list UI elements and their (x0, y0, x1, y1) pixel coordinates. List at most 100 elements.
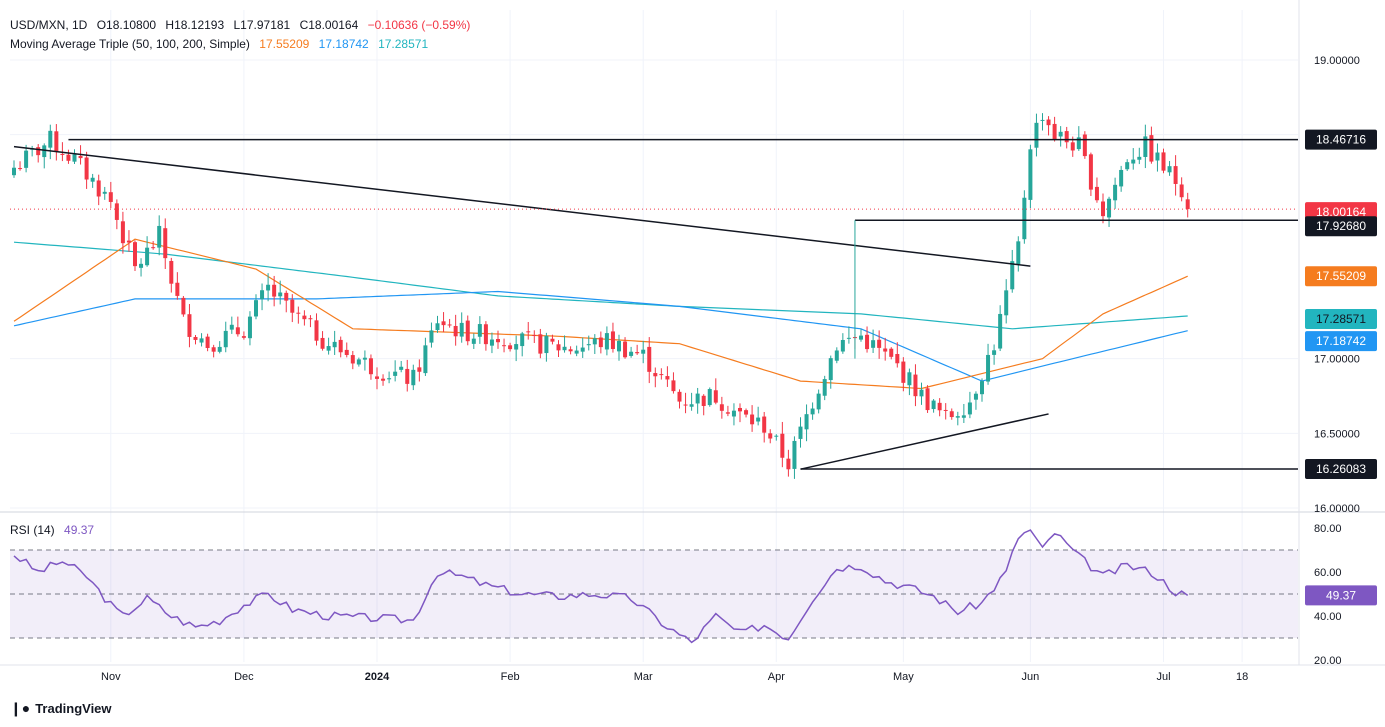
candle-body (786, 458, 791, 470)
candle (344, 342, 349, 358)
candle (568, 346, 573, 355)
candle-body (1034, 122, 1039, 148)
candle (780, 421, 785, 468)
candle-body (175, 282, 180, 296)
candle (713, 378, 718, 405)
candle-body (840, 339, 845, 352)
candle (120, 211, 125, 254)
candle-body (738, 407, 742, 412)
candle (913, 364, 918, 407)
candle (526, 321, 531, 340)
candle (447, 318, 452, 328)
candle-body (24, 150, 29, 168)
candle-body (133, 242, 137, 267)
candle (496, 330, 500, 349)
candle (889, 347, 894, 360)
candle (677, 389, 682, 409)
candle (1131, 148, 1136, 170)
candle (417, 359, 422, 382)
candle-body (671, 380, 676, 392)
candle-body (610, 331, 615, 349)
candle (883, 337, 888, 361)
candle (1082, 131, 1087, 159)
candle-body (647, 346, 652, 372)
candle-body (477, 324, 482, 337)
rsi-label[interactable]: RSI (14) (10, 523, 55, 537)
candle-body (792, 440, 797, 469)
candle-body (725, 412, 730, 414)
candle (429, 322, 434, 348)
candle-body (980, 381, 984, 395)
high-value: H18.12193 (165, 18, 225, 32)
candle (514, 335, 519, 362)
candle-body (731, 410, 736, 417)
candle-body (163, 228, 168, 259)
candle (1028, 144, 1033, 209)
candle (586, 335, 591, 351)
candle-body (713, 390, 718, 403)
ma-label[interactable]: Moving Average Triple (50, 100, 200, Sim… (10, 37, 250, 51)
level-tag-text: 18.46716 (1316, 133, 1366, 147)
candle (532, 330, 537, 344)
candle (96, 174, 101, 206)
candle-body (1185, 199, 1190, 210)
level-tag: 17.92680 (1305, 216, 1377, 237)
candle (641, 340, 646, 364)
candle-body (1028, 149, 1033, 200)
candle (1034, 113, 1039, 157)
candle (792, 436, 797, 479)
candlesticks (12, 113, 1190, 479)
level-tag: 16.26083 (1305, 459, 1377, 480)
rsi-legend: RSI (14) 49.37 (10, 523, 100, 537)
candle (538, 328, 543, 359)
candle-body (701, 395, 706, 406)
candle-body (816, 393, 821, 410)
time-tick-label: Jun (1022, 671, 1040, 683)
candle (520, 331, 525, 357)
candle-body (368, 358, 373, 375)
candle-body (217, 346, 222, 352)
ma-legend: Moving Average Triple (50, 100, 200, Sim… (10, 37, 434, 51)
candle (707, 387, 712, 407)
candle (1022, 190, 1027, 244)
symbol-label[interactable]: USD/MXN, 1D (10, 18, 88, 32)
candle-body (677, 391, 682, 402)
candle-body (744, 410, 749, 415)
candle (151, 241, 156, 250)
candle-body (314, 320, 319, 341)
time-tick-label: Feb (501, 671, 520, 683)
tradingview-logo[interactable]: ❙● TradingView (10, 700, 112, 717)
candle (54, 124, 59, 161)
ma50-tag: 17.55209 (1305, 266, 1377, 287)
grid-lines (0, 0, 1385, 666)
candle (66, 149, 71, 164)
candle (483, 321, 488, 351)
candle-body (883, 348, 888, 352)
candle-body (635, 352, 640, 354)
candle-body (1155, 152, 1160, 161)
candle-body (604, 333, 609, 350)
candle (865, 326, 870, 353)
candle (973, 391, 978, 410)
candle (217, 341, 222, 354)
candle-body (18, 168, 23, 170)
candle (84, 151, 89, 189)
rsi-tag-bg (1305, 585, 1377, 606)
candle-body (871, 340, 876, 348)
candle (223, 321, 228, 353)
candle (701, 394, 706, 416)
candle (1155, 143, 1160, 172)
candle-body (919, 389, 924, 397)
candle (1125, 159, 1130, 172)
candle-body (532, 335, 537, 337)
ma200-value: 17.28571 (378, 37, 429, 51)
level-tag-bg (1305, 129, 1377, 150)
candle-body (768, 433, 773, 439)
close-value: C18.00164 (299, 18, 359, 32)
candle (114, 199, 119, 230)
candle (453, 314, 458, 346)
candle-body (568, 349, 573, 352)
candle (72, 149, 77, 165)
candle (980, 378, 984, 402)
